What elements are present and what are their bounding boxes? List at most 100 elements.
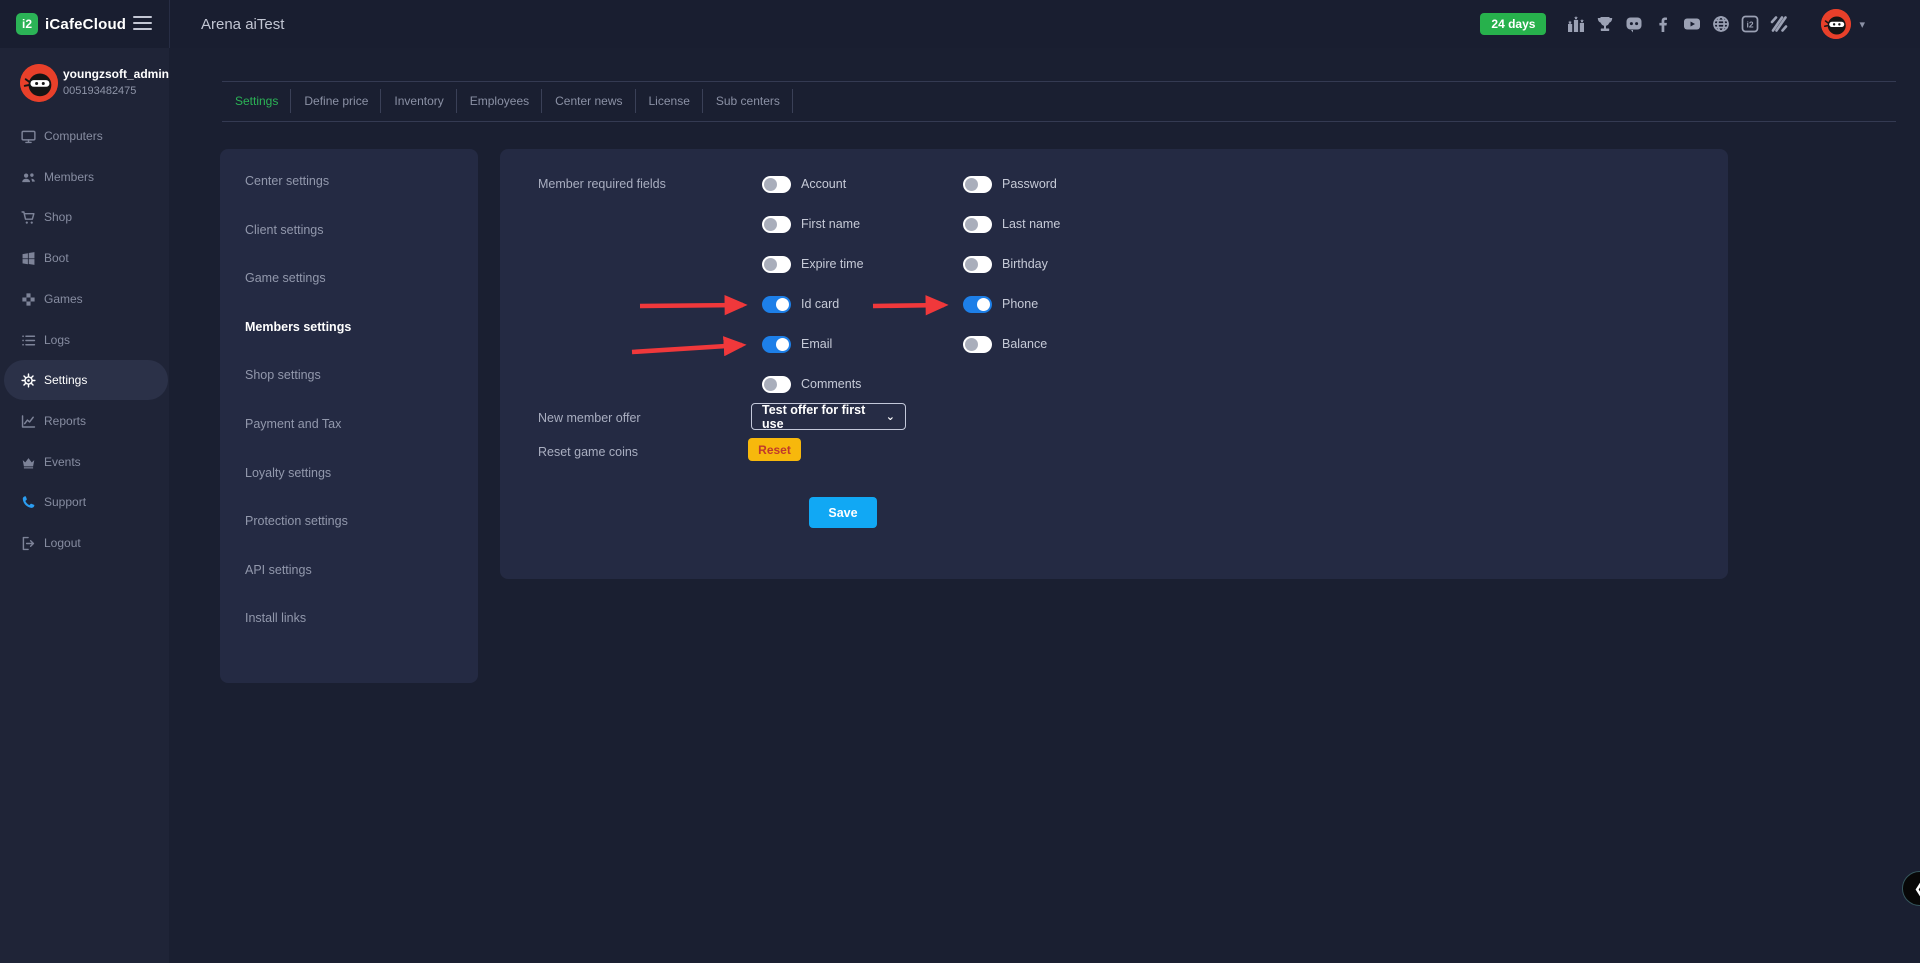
globe-icon[interactable] [1710,14,1731,35]
new-member-offer-select[interactable]: Test offer for first use ⌄ [751,403,906,431]
youtube-icon[interactable] [1681,14,1702,35]
logout-icon [20,535,37,552]
toggle-phone[interactable]: Phone [963,287,1038,321]
settings-menu-client-settings[interactable]: Client settings [245,223,324,237]
sidebar-avatar[interactable] [20,64,58,102]
sidebar-item-boot[interactable]: Boot [0,238,169,278]
toggle-switch[interactable] [762,175,791,193]
settings-menu-game-settings[interactable]: Game settings [245,271,326,285]
tab-center-news[interactable]: Center news [542,81,636,121]
toggle-switch[interactable] [963,335,992,353]
toggle-balance[interactable]: Balance [963,327,1047,361]
settings-menu-api-settings[interactable]: API settings [245,563,312,577]
discord-icon[interactable] [1623,14,1644,35]
gear-icon [20,372,37,389]
annotation-arrow-email [631,336,747,357]
sidebar-item-label: Members [44,170,95,184]
user-avatar[interactable] [1821,9,1852,39]
layers-brand-icon[interactable] [1768,14,1789,35]
toggle-first-name[interactable]: First name [762,207,860,241]
hamburger-menu-icon[interactable] [133,16,152,34]
toggle-label: Phone [1002,297,1039,311]
sidebar-item-reports[interactable]: Reports [0,401,169,441]
tab-employees[interactable]: Employees [457,81,543,121]
toggle-expire-time[interactable]: Expire time [762,247,864,281]
divider [222,81,1896,82]
settings-submenu-panel: Center settings Client settings Game setti… [220,149,478,683]
crown-icon [20,454,37,471]
sidebar-item-label: Logout [44,536,81,550]
toggle-password[interactable]: Password [963,167,1057,201]
header-right: 24 days i2 ▾ [1480,0,1865,48]
list-icon [20,332,37,349]
chevron-down-icon: ⌄ [885,411,895,423]
settings-menu-payment-and-tax[interactable]: Payment and Tax [245,417,342,431]
toggle-last-name[interactable]: Last name [963,207,1060,241]
toggle-id-card[interactable]: Id card [762,287,839,321]
icafecloud-brand-icon[interactable]: i2 [1739,14,1760,35]
cart-icon [20,209,37,226]
phone-icon [20,494,37,511]
reset-button[interactable]: Reset [748,438,801,461]
license-days-badge[interactable]: 24 days [1480,13,1547,35]
toggle-label: Email [801,337,833,351]
toggle-label: Comments [801,377,862,391]
sidebar-item-events[interactable]: Events [0,442,169,482]
tab-define-price[interactable]: Define price [291,81,382,121]
sidebar-item-computers[interactable]: Computers [0,116,169,156]
toggle-switch[interactable] [963,175,992,193]
sidebar-item-games[interactable]: Games [0,279,169,319]
tab-bar: Settings Define price Inventory Employees Ce… [222,81,793,121]
sidebar-item-logs[interactable]: Logs [0,320,169,360]
toggle-label: First name [801,217,861,231]
content-area: Settings Define price Inventory Employees Ce… [169,48,1920,963]
settings-menu-shop-settings[interactable]: Shop settings [245,368,321,382]
sidebar-item-label: Settings [44,373,88,387]
sidebar-item-shop[interactable]: Shop [0,197,169,237]
save-button[interactable]: Save [809,497,877,528]
sidebar-item-settings[interactable]: Settings [4,360,168,400]
logo-text: iCafeCloud [45,15,127,33]
chevron-left-icon: ❮ [1914,880,1920,897]
trophy-icon[interactable] [1594,14,1615,35]
sidebar-item-label: Support [44,495,87,509]
member-required-fields-label: Member required fields [538,177,666,191]
chart-icon [20,413,37,430]
toggle-email[interactable]: Email [762,327,832,361]
settings-menu-protection-settings[interactable]: Protection settings [245,514,348,528]
sidebar-item-support[interactable]: Support [0,482,169,522]
toggle-comments[interactable]: Comments [762,367,861,401]
toggle-label: Password [1002,177,1057,191]
toggle-birthday[interactable]: Birthday [963,247,1048,281]
tab-sub-centers[interactable]: Sub centers [703,81,793,121]
tab-inventory[interactable]: Inventory [381,81,458,121]
toggle-label: Id card [801,297,840,311]
settings-menu-install-links[interactable]: Install links [245,611,307,625]
facebook-icon[interactable] [1652,14,1673,35]
toggle-switch[interactable] [762,215,791,233]
toggle-switch[interactable] [762,375,791,393]
settings-menu-members-settings[interactable]: Members settings [245,320,352,334]
chevron-down-icon[interactable]: ▾ [1859,18,1865,31]
tab-license[interactable]: License [636,81,704,121]
monitor-icon [20,128,37,145]
members-settings-panel: Member required fields Account Password Fi… [500,149,1728,579]
toggle-switch[interactable] [762,295,791,313]
center-name-title: Arena aiTest [201,15,285,33]
logo[interactable]: i2 iCafeCloud [0,0,170,48]
toggle-switch[interactable] [762,335,791,353]
sidebar-item-label: Reports [44,414,87,428]
new-member-offer-label: New member offer [538,411,641,425]
toggle-switch[interactable] [762,255,791,273]
tab-settings[interactable]: Settings [222,81,292,121]
toggle-switch[interactable] [963,215,992,233]
sidebar-item-members[interactable]: Members [0,157,169,197]
toggle-switch[interactable] [963,295,992,313]
sidebar-item-logout[interactable]: Logout [0,523,169,563]
toggle-switch[interactable] [963,255,992,273]
ranking-icon[interactable] [1565,14,1586,35]
settings-menu-loyalty-settings[interactable]: Loyalty settings [245,466,332,480]
toggle-account[interactable]: Account [762,167,846,201]
settings-menu-center-settings[interactable]: Center settings [245,174,330,188]
sidebar-item-label: Logs [44,333,71,347]
